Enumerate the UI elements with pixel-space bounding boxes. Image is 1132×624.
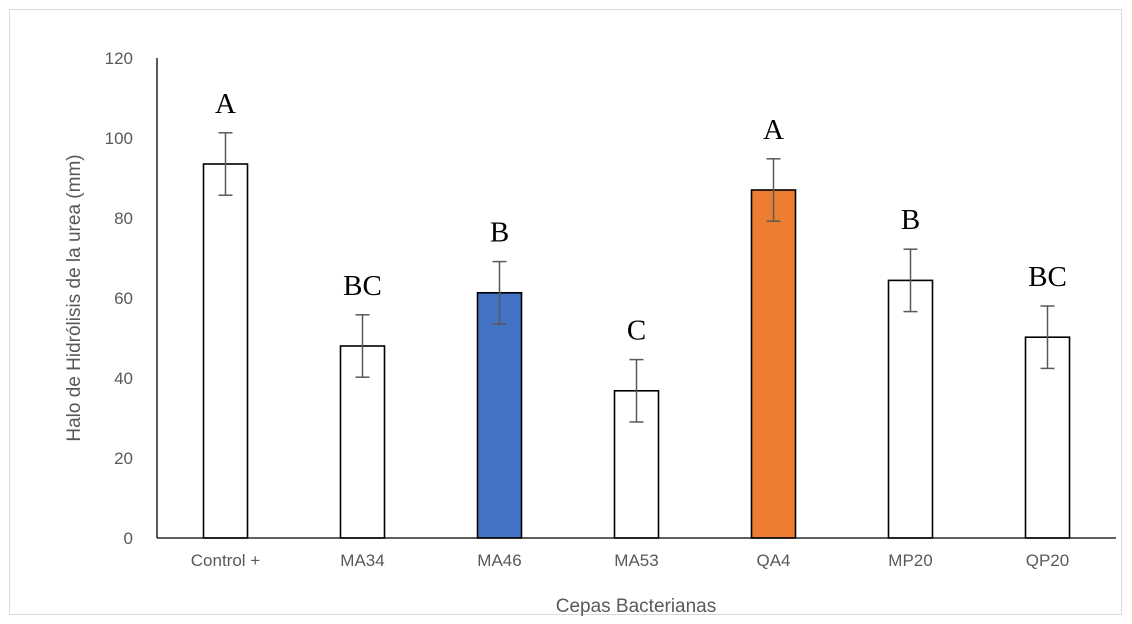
- bar-group-qa4: A: [750, 114, 797, 539]
- y-axis: 0 20 40 60 80 100 120: [105, 49, 158, 548]
- bar-group-ma34: BC: [339, 270, 386, 539]
- significance-label: C: [627, 315, 646, 347]
- significance-label: BC: [1028, 261, 1067, 293]
- bar: [1024, 336, 1071, 539]
- chart-frame: [9, 9, 1122, 615]
- significance-label: B: [490, 217, 509, 249]
- bar-group-control: A: [202, 88, 249, 539]
- x-axis: Control + MA34 MA46 MA53 QA4 MP20 QP20: [157, 537, 1116, 570]
- bar-group-mp20: B: [887, 204, 934, 539]
- x-tick-label: MA34: [340, 551, 384, 570]
- x-tick-label: MP20: [888, 551, 932, 570]
- significance-label: A: [215, 88, 236, 120]
- x-tick-label: MA53: [614, 551, 658, 570]
- x-tick-label: MA46: [477, 551, 521, 570]
- y-tick-label: 100: [105, 129, 133, 148]
- y-tick-label: 80: [114, 209, 133, 228]
- bar: [202, 163, 249, 539]
- y-axis-title: Halo de Hidrólisis de la urea (mm): [64, 154, 85, 441]
- x-tick-label: QP20: [1026, 551, 1069, 570]
- bar: [476, 291, 523, 539]
- bar: [887, 279, 934, 539]
- bar-group-ma46: B: [476, 217, 523, 539]
- bar-group-qp20: BC: [1024, 261, 1071, 539]
- bar-group-ma53: C: [613, 315, 660, 539]
- y-tick-label: 0: [124, 529, 133, 548]
- y-tick-label: 120: [105, 49, 133, 68]
- x-tick-label: Control +: [191, 551, 261, 570]
- x-axis-title: Cepas Bacterianas: [556, 596, 717, 617]
- significance-label: B: [901, 204, 920, 236]
- y-tick-label: 40: [114, 369, 133, 388]
- bar: [750, 189, 797, 539]
- y-tick-label: 60: [114, 289, 133, 308]
- significance-label: BC: [343, 270, 382, 302]
- significance-label: A: [763, 114, 784, 146]
- x-tick-label: QA4: [756, 551, 790, 570]
- y-tick-label: 20: [114, 449, 133, 468]
